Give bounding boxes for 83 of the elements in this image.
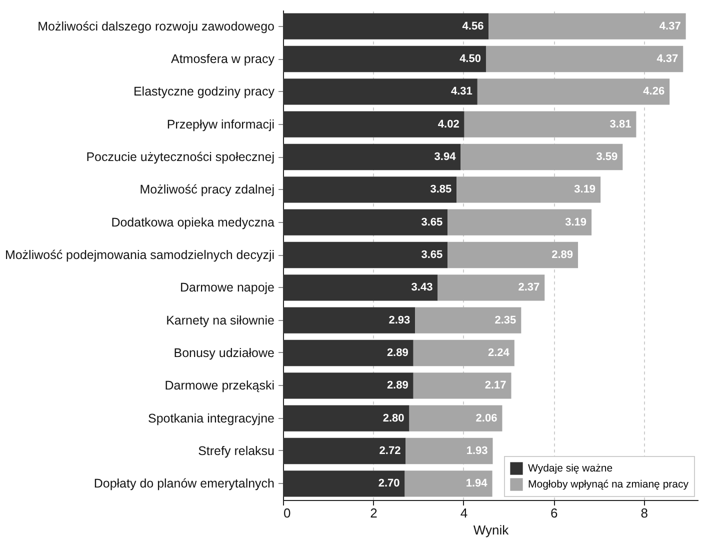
bar bbox=[456, 176, 601, 203]
data-label: 3.43 bbox=[411, 282, 433, 294]
y-tick-label: Możliwości dalszego rozwoju zawodowego bbox=[38, 19, 275, 34]
bar bbox=[283, 340, 414, 366]
data-label: 3.19 bbox=[565, 216, 587, 228]
bar bbox=[283, 144, 461, 170]
bar bbox=[283, 13, 489, 40]
data-label: 2.06 bbox=[476, 412, 498, 424]
data-label: 3.85 bbox=[430, 184, 452, 196]
data-label: 3.19 bbox=[574, 184, 596, 196]
data-label: 4.56 bbox=[462, 20, 484, 32]
y-tick-label: Bonusy udziałowe bbox=[174, 346, 275, 360]
y-tick-label: Możliwość podejmowania samodzielnych decyzji bbox=[4, 248, 274, 262]
y-tick-label: Dopłaty do planów emerytalnych bbox=[94, 476, 275, 491]
bar bbox=[283, 372, 414, 399]
bar bbox=[409, 405, 502, 432]
data-label: 1.93 bbox=[466, 445, 488, 457]
x-tick-label: 0 bbox=[284, 506, 291, 520]
bar bbox=[406, 438, 493, 464]
data-label: 2.24 bbox=[488, 347, 510, 359]
legend-label: Wydaje się ważne bbox=[528, 462, 613, 474]
y-tick-label: Strefy relaksu bbox=[198, 444, 275, 458]
bar bbox=[404, 470, 492, 497]
bar bbox=[413, 372, 512, 399]
y-tick-label: Poczucie użyteczności społecznej bbox=[86, 150, 274, 164]
y-tick-label: Karnety na siłownie bbox=[166, 313, 275, 328]
data-label: 4.26 bbox=[643, 86, 665, 98]
data-label: 4.37 bbox=[659, 20, 681, 32]
data-label: 2.93 bbox=[388, 314, 410, 326]
data-label: 2.89 bbox=[386, 347, 408, 359]
data-label: 2.89 bbox=[386, 380, 408, 392]
bar bbox=[477, 78, 670, 105]
x-tick-label: 6 bbox=[550, 506, 558, 520]
bar bbox=[415, 307, 522, 334]
y-tick-label: Darmowe napoje bbox=[180, 280, 275, 295]
data-label: 3.65 bbox=[421, 249, 443, 261]
bar bbox=[283, 307, 416, 334]
data-label: 3.81 bbox=[610, 118, 632, 130]
bar bbox=[413, 340, 514, 366]
data-label: 2.37 bbox=[518, 282, 540, 294]
bar bbox=[460, 144, 623, 170]
data-label: 2.72 bbox=[379, 445, 401, 457]
y-tick-label: Spotkania integracyjne bbox=[148, 411, 275, 426]
bar bbox=[486, 46, 684, 72]
bar bbox=[283, 78, 478, 105]
bar bbox=[283, 111, 464, 138]
bar bbox=[283, 405, 410, 432]
legend-label: Mogłoby wpłynąć na zmianę pracy bbox=[528, 478, 690, 490]
data-label: 4.50 bbox=[460, 53, 481, 65]
data-label: 2.17 bbox=[484, 380, 506, 392]
y-tick-label: Atmosfera w pracy bbox=[170, 52, 276, 66]
bar bbox=[488, 13, 686, 40]
data-label: 4.31 bbox=[450, 86, 472, 98]
bar bbox=[283, 209, 448, 236]
bar bbox=[283, 242, 448, 268]
data-label: 4.37 bbox=[656, 53, 678, 65]
bar bbox=[283, 274, 438, 301]
data-label: 1.94 bbox=[466, 478, 488, 490]
bar bbox=[283, 46, 486, 72]
bar bbox=[283, 470, 405, 497]
data-label: 2.70 bbox=[378, 478, 400, 490]
y-tick-label: Elastyczne godziny pracy bbox=[133, 84, 276, 99]
y-tick-label: Przepływ informacji bbox=[166, 117, 274, 132]
x-axis-title: Wynik bbox=[473, 522, 510, 538]
y-tick-label: Dodatkowa opieka medyczna bbox=[111, 215, 275, 230]
y-tick-label: Darmowe przekąski bbox=[164, 378, 274, 393]
data-label: 2.35 bbox=[494, 314, 516, 326]
bar bbox=[448, 209, 592, 236]
y-tick-label: Możliwość pracy zdalnej bbox=[140, 182, 274, 197]
data-label: 3.94 bbox=[434, 151, 457, 163]
x-tick-label: 8 bbox=[640, 506, 648, 520]
bar bbox=[448, 242, 578, 268]
data-label: 2.80 bbox=[382, 412, 404, 424]
data-label: 2.89 bbox=[552, 249, 574, 261]
data-label: 3.59 bbox=[596, 151, 618, 163]
data-label: 4.02 bbox=[438, 118, 460, 130]
x-tick-label: 2 bbox=[370, 506, 378, 520]
x-tick-label: 4 bbox=[460, 506, 468, 520]
data-label: 3.65 bbox=[421, 216, 443, 228]
bar bbox=[283, 438, 406, 464]
bar bbox=[283, 176, 457, 203]
bar bbox=[464, 111, 636, 138]
bar bbox=[438, 274, 545, 301]
